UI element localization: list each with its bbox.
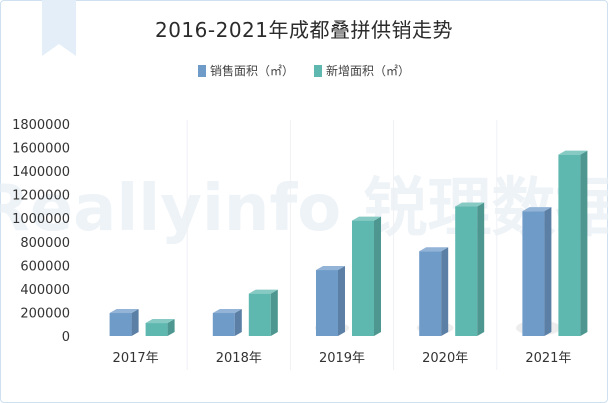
y-tick-label: 1200000 — [12, 189, 70, 204]
new-supply-bar-top — [248, 289, 278, 294]
sales-bar-top — [212, 309, 242, 314]
new-supply-bar-top — [558, 150, 588, 155]
legend-label-sales: 销售面积（㎡） — [209, 64, 294, 78]
y-tick-label: 1400000 — [12, 165, 70, 180]
sales-bar — [109, 313, 132, 336]
y-tick-label: 600000 — [20, 259, 70, 274]
legend-swatch-new-supply — [314, 64, 322, 77]
sales-bar-side — [338, 266, 345, 336]
sales-bar — [419, 251, 442, 336]
corner-ribbon-icon — [42, 0, 76, 56]
sales-bar-side — [544, 207, 552, 336]
new-supply-bar — [248, 293, 271, 336]
sales-bar — [212, 313, 235, 336]
legend-label-new-supply: 新增面积（㎡） — [326, 64, 411, 78]
x-tick-label: 2017年 — [113, 351, 159, 366]
x-tick-label: 2020年 — [422, 351, 468, 366]
new-supply-bar-side — [374, 216, 381, 336]
x-tick-label: 2021年 — [525, 351, 571, 366]
y-tick-label: 400000 — [20, 283, 70, 298]
chart-title: 2016-2021年成都叠拼供销走势 — [154, 18, 453, 42]
new-supply-bar — [352, 220, 374, 336]
sales-bar — [316, 270, 338, 336]
new-supply-bar — [558, 154, 581, 336]
new-supply-bar-top — [352, 216, 381, 221]
new-supply-bar-side — [580, 150, 588, 336]
legend-item-new-supply: 新增面积（㎡） — [314, 62, 410, 79]
y-tick-label: 1800000 — [12, 118, 70, 133]
sales-bar-top — [109, 309, 139, 314]
y-tick-label: 1600000 — [12, 142, 70, 157]
x-tick-label: 2018年 — [216, 351, 262, 366]
new-supply-bar — [455, 206, 478, 336]
legend: 销售面积（㎡） 新增面积（㎡） — [0, 62, 608, 79]
new-supply-bar-side — [270, 289, 278, 336]
sales-bar-top — [419, 247, 449, 252]
new-supply-bar — [145, 323, 168, 336]
y-tick-label: 800000 — [20, 236, 70, 251]
new-supply-bar-top — [455, 202, 485, 207]
new-supply-bar-top — [145, 319, 175, 324]
new-supply-bar-side — [477, 202, 485, 336]
y-tick-label: 0 — [62, 330, 70, 345]
legend-swatch-sales — [197, 64, 206, 77]
new-supply-bar-side — [167, 319, 175, 336]
sales-bar-side — [234, 309, 242, 336]
watermark-text: Reallyinfo 锐理数据 — [0, 172, 608, 246]
sales-bar-top — [316, 266, 345, 271]
y-tick-label: 200000 — [20, 306, 70, 321]
y-tick-label: 1000000 — [12, 212, 70, 227]
sales-bar-side — [131, 309, 139, 336]
legend-item-sales: 销售面积（㎡） — [197, 62, 294, 79]
sales-bar-side — [441, 247, 449, 336]
sales-bar — [522, 211, 545, 336]
x-tick-label: 2019年 — [319, 351, 365, 366]
sales-bar-top — [522, 207, 552, 212]
